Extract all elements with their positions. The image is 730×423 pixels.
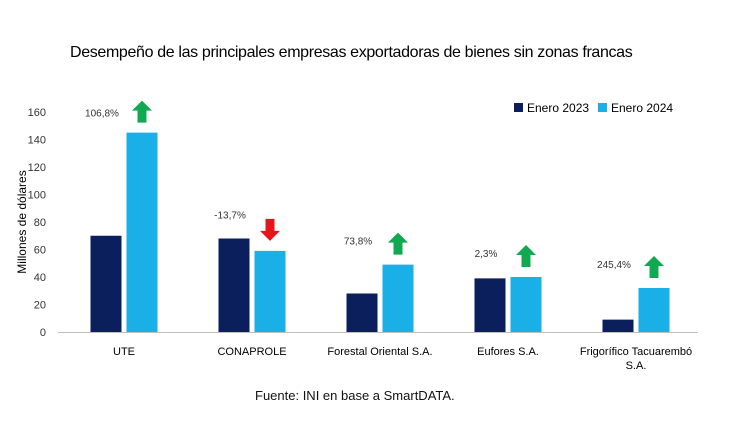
legend-swatch-0 [514, 103, 523, 112]
bar-enero-2023-1 [218, 238, 250, 332]
x-tick-label-2: Forestal Oriental S.A. [327, 346, 432, 358]
change-label-4: 245,4% [597, 260, 631, 271]
y-tick-label-8: 160 [28, 107, 46, 119]
y-axis-label: Millones de dólares [15, 170, 29, 273]
y-tick-label-0: 0 [40, 327, 46, 339]
arrow-up-icon-0 [132, 100, 152, 123]
bar-enero-2024-4 [638, 288, 670, 332]
arrow-up-icon-2 [388, 232, 408, 255]
bar-enero-2024-0 [126, 132, 158, 332]
legend-label-1: Enero 2024 [611, 101, 673, 115]
y-tick-label-4: 80 [34, 217, 46, 229]
y-tick-label-5: 100 [28, 190, 46, 202]
bar-enero-2023-3 [474, 278, 506, 332]
y-tick-label-1: 20 [34, 300, 46, 312]
y-tick-label-7: 140 [28, 135, 46, 147]
legend-swatch-1 [598, 103, 607, 112]
y-tick-label-3: 60 [34, 245, 46, 257]
y-tick-label-6: 120 [28, 162, 46, 174]
y-tick-label-2: 40 [34, 272, 46, 284]
bar-enero-2024-3 [510, 277, 542, 332]
x-tick-label-0: UTE [113, 346, 135, 358]
legend-label-0: Enero 2023 [527, 101, 589, 115]
arrow-down-icon-1 [260, 218, 280, 241]
x-tick-label-1: CONAPROLE [217, 346, 286, 358]
bar-enero-2023-0 [90, 235, 122, 332]
change-label-3: 2,3% [475, 249, 498, 260]
x-tick-label-3: Eufores S.A. [477, 346, 539, 358]
change-label-2: 73,8% [344, 237, 372, 248]
arrow-up-icon-3 [516, 245, 536, 267]
x-tick-label-4: Frigorífico Tacuarembó [580, 346, 692, 358]
arrow-up-icon-4 [644, 256, 664, 278]
change-label-0: 106,8% [85, 109, 119, 120]
chart-title: Desempeño de las principales empresas ex… [70, 44, 633, 61]
bar-enero-2023-2 [346, 293, 378, 332]
bar-enero-2024-2 [382, 264, 414, 332]
change-label-1: -13,7% [214, 211, 246, 222]
x-tick-label-4-line2: S.A. [626, 360, 647, 372]
bar-enero-2023-4 [602, 319, 634, 332]
source-note: Fuente: INI en base a SmartDATA. [255, 388, 455, 403]
bar-enero-2024-1 [254, 250, 286, 332]
